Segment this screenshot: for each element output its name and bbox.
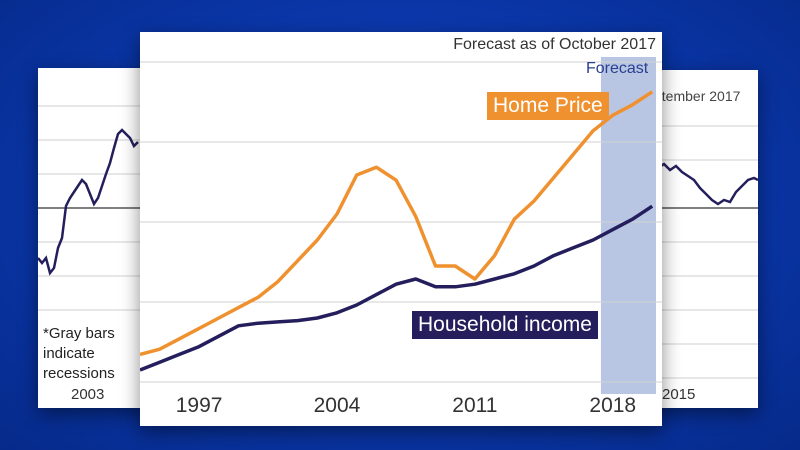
main-chart-svg: [140, 57, 662, 394]
x-tick-label: 2018: [589, 394, 637, 417]
left-gridlines: [38, 105, 160, 311]
recession-note-line: recessions: [43, 365, 115, 382]
x-tick-label: 2011: [452, 394, 498, 417]
forecast-label: Forecast: [586, 60, 649, 77]
x-tick-label: 2004: [313, 394, 361, 417]
series-label-household-income: Household income: [412, 311, 598, 339]
right-x-tick: 2015: [662, 386, 696, 403]
recession-note-line: *Gray bars: [43, 325, 115, 342]
recession-note: *Gray bars indicate recessions: [43, 324, 115, 384]
main-series-layer: [140, 90, 654, 372]
main-chart-card: Forecast as of October 2017 Forecast Hom…: [140, 32, 662, 426]
main-gridlines: [140, 61, 662, 383]
recession-note-line: indicate: [43, 345, 95, 362]
forecast-band: [600, 57, 656, 394]
home-price-line: [140, 90, 654, 357]
series-label-home-price: Home Price: [487, 92, 609, 120]
x-tick-label: 1997: [175, 394, 223, 417]
household-income-line: [140, 204, 654, 372]
left-series-line: [38, 128, 139, 276]
right-series-line: [657, 162, 758, 206]
right-chart-title: ptember 2017: [654, 88, 741, 104]
background-chart-left: *Gray bars indicate recessions 2003: [38, 68, 160, 408]
chart-title: Forecast as of October 2017: [453, 36, 656, 53]
left-x-tick: 2003: [71, 386, 105, 403]
left-chart-svg: [38, 105, 160, 311]
